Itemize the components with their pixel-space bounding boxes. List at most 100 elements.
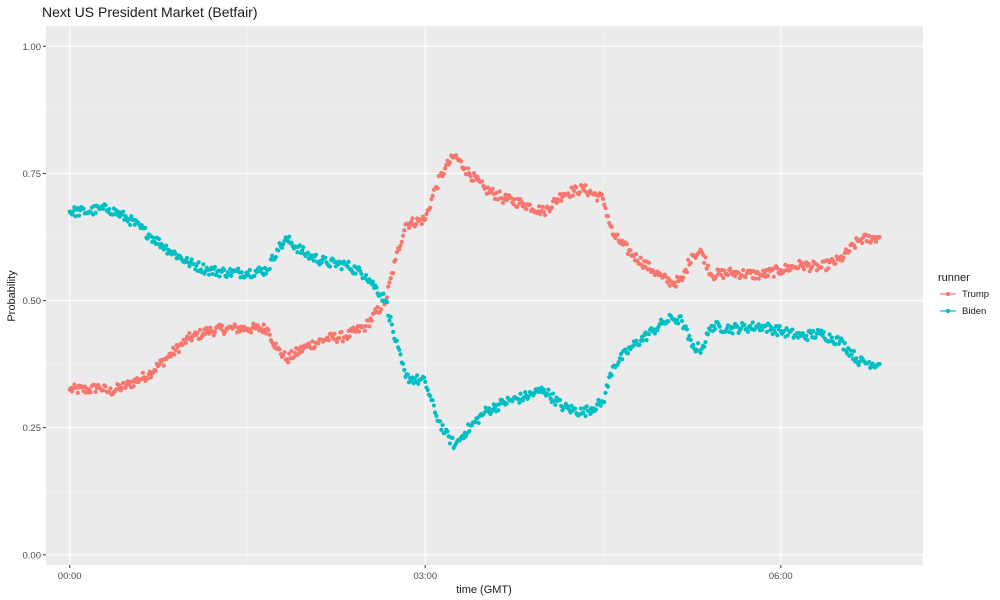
- point-biden: [473, 420, 478, 425]
- point-trump: [362, 328, 367, 333]
- point-trump: [131, 384, 136, 389]
- point-biden: [227, 267, 233, 272]
- point-biden: [439, 427, 444, 432]
- point-biden: [504, 401, 509, 406]
- point-biden: [76, 213, 82, 218]
- point-trump: [541, 209, 546, 214]
- point-biden: [433, 410, 438, 415]
- point-biden: [270, 253, 275, 258]
- point-biden: [476, 420, 481, 425]
- point-trump: [667, 283, 672, 288]
- point-biden: [299, 248, 305, 253]
- point-biden: [415, 373, 420, 378]
- point-trump: [441, 171, 446, 177]
- point-trump: [454, 153, 459, 158]
- point-trump: [312, 344, 317, 350]
- point-trump: [833, 261, 838, 266]
- point-trump: [212, 329, 218, 335]
- point-biden: [813, 335, 818, 340]
- point-trump: [378, 307, 384, 312]
- point-trump: [394, 250, 399, 255]
- point-trump: [72, 382, 77, 387]
- point-biden: [578, 406, 584, 411]
- point-biden: [609, 373, 614, 378]
- point-trump: [557, 192, 563, 197]
- point-biden: [820, 333, 825, 338]
- point-biden: [164, 243, 169, 248]
- point-trump: [410, 216, 415, 221]
- point-biden: [374, 285, 379, 290]
- point-trump: [208, 325, 213, 330]
- point-biden: [811, 329, 816, 334]
- point-trump: [277, 347, 282, 352]
- point-biden: [652, 331, 657, 336]
- point-trump: [332, 331, 337, 336]
- point-biden: [370, 279, 376, 284]
- point-trump: [340, 339, 345, 344]
- point-biden: [573, 406, 578, 411]
- y-tick-label: 0.50: [23, 296, 42, 307]
- chart-title: Next US President Market (Betfair): [42, 4, 258, 20]
- point-trump: [686, 257, 691, 262]
- point-trump: [540, 204, 545, 210]
- x-axis-label: time (GMT): [456, 584, 512, 596]
- series-biden: [67, 202, 882, 451]
- point-trump: [391, 271, 396, 276]
- point-trump: [672, 280, 677, 285]
- point-biden: [243, 274, 248, 279]
- point-biden: [790, 327, 795, 332]
- point-biden: [217, 274, 222, 279]
- point-trump: [756, 276, 761, 281]
- point-trump: [430, 193, 435, 198]
- point-biden: [391, 329, 396, 335]
- point-biden: [603, 390, 608, 396]
- point-trump: [400, 233, 406, 238]
- point-biden: [107, 206, 112, 212]
- point-trump: [306, 341, 312, 346]
- point-biden: [73, 214, 78, 219]
- point-trump: [388, 276, 393, 281]
- point-biden: [126, 217, 132, 222]
- point-biden: [431, 403, 436, 408]
- point-trump: [337, 336, 342, 341]
- point-biden: [129, 214, 134, 219]
- point-biden: [584, 404, 589, 409]
- point-biden: [518, 391, 523, 396]
- point-biden: [772, 330, 778, 335]
- point-biden: [239, 270, 244, 275]
- point-trump: [424, 211, 429, 217]
- point-trump: [261, 322, 266, 327]
- point-biden: [400, 361, 406, 366]
- point-biden: [267, 266, 272, 272]
- point-biden: [593, 407, 599, 412]
- point-biden: [775, 333, 780, 338]
- point-trump: [570, 193, 575, 198]
- point-trump: [267, 332, 272, 337]
- point-trump: [356, 329, 362, 334]
- point-biden: [412, 376, 417, 381]
- point-trump: [705, 263, 711, 268]
- point-trump: [273, 341, 278, 346]
- point-trump: [615, 232, 620, 237]
- point-trump: [419, 221, 424, 227]
- point-biden: [128, 222, 133, 228]
- point-trump: [100, 388, 106, 393]
- point-trump: [69, 389, 75, 394]
- point-biden: [842, 341, 847, 346]
- point-biden: [713, 326, 718, 332]
- point-biden: [566, 404, 571, 409]
- grid: [46, 26, 923, 565]
- point-trump: [402, 228, 407, 233]
- point-biden: [520, 398, 525, 403]
- point-trump: [92, 382, 97, 387]
- point-trump: [603, 205, 608, 211]
- point-biden: [394, 338, 399, 343]
- point-trump: [375, 305, 380, 310]
- point-biden: [679, 318, 685, 324]
- point-trump: [595, 198, 600, 203]
- point-trump: [466, 166, 471, 171]
- point-biden: [857, 359, 862, 364]
- legend-title: runner: [938, 272, 970, 284]
- point-trump: [542, 212, 548, 218]
